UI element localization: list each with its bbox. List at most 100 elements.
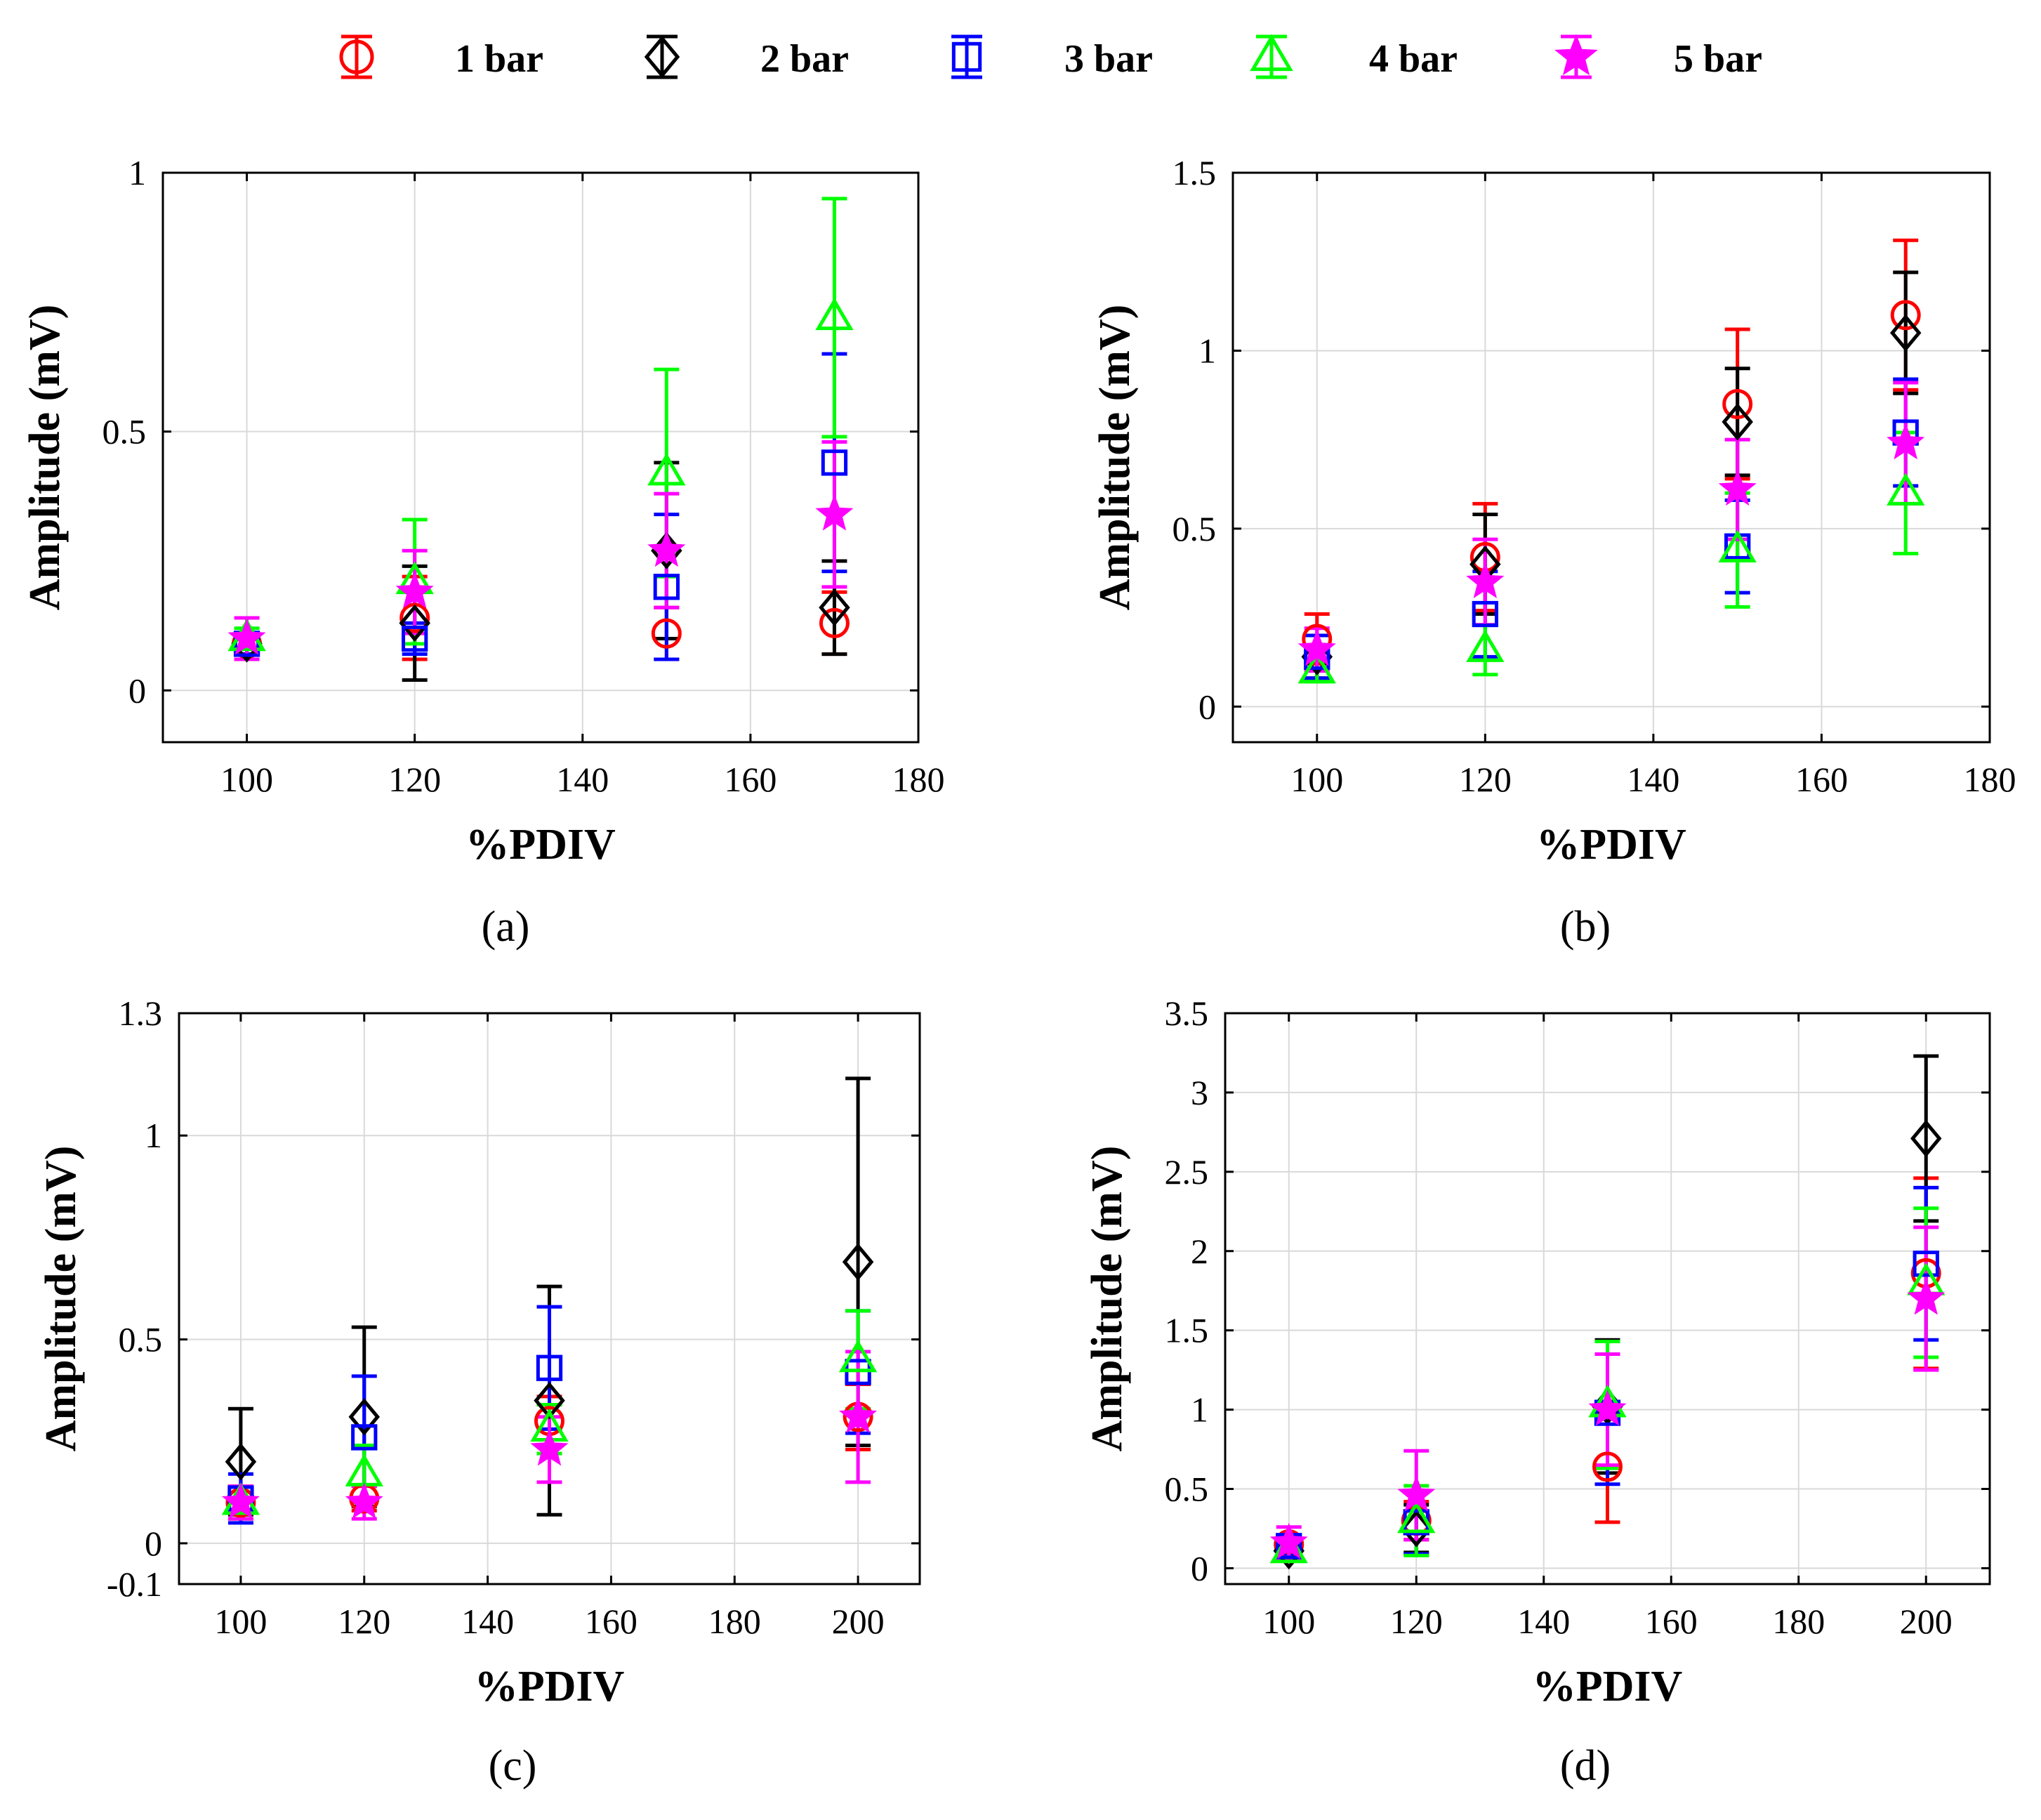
x-tick-label: 160 xyxy=(724,760,777,799)
data-point xyxy=(221,1482,260,1519)
data-point xyxy=(653,574,680,600)
data-point xyxy=(842,1243,874,1281)
data-point xyxy=(651,618,682,649)
data-point xyxy=(821,449,848,476)
y-tick-label: 0 xyxy=(128,671,146,710)
y-tick-label: 0 xyxy=(145,1524,162,1563)
y-tick-label: 0.5 xyxy=(1165,1470,1209,1509)
x-tick-label: 160 xyxy=(585,1602,638,1641)
x-tick-label: 140 xyxy=(556,760,609,799)
data-point xyxy=(1397,1500,1436,1534)
legend-marker-3-bar xyxy=(951,41,982,72)
data-point xyxy=(647,530,686,567)
data-point xyxy=(227,619,266,655)
x-axis-label: %PDIV xyxy=(475,1663,625,1710)
markers-5-bar xyxy=(1297,423,1925,666)
y-tick-label: -0.1 xyxy=(107,1564,162,1604)
x-tick-label: 180 xyxy=(1772,1602,1825,1641)
x-tick-label: 140 xyxy=(1517,1602,1570,1641)
y-tick-label: 1 xyxy=(128,153,146,192)
y-tick-label: 1.3 xyxy=(119,994,163,1033)
x-tick-label: 100 xyxy=(214,1602,267,1641)
y-tick-label: 1.5 xyxy=(1165,1311,1209,1350)
data-point xyxy=(1592,1451,1623,1482)
data-point xyxy=(1718,529,1757,562)
data-point xyxy=(395,572,434,609)
x-tick-label: 100 xyxy=(1290,760,1343,799)
data-point xyxy=(1297,650,1336,684)
axes-frame xyxy=(161,171,920,744)
y-tick-label: 3.5 xyxy=(1165,994,1209,1033)
data-point xyxy=(1472,600,1498,628)
y-axis-label: Amplitude (mV) xyxy=(21,305,69,611)
data-point xyxy=(399,604,430,642)
data-point xyxy=(1397,1475,1436,1512)
data-point xyxy=(1718,469,1757,506)
plot-area xyxy=(1233,173,1990,742)
data-point xyxy=(1466,629,1505,662)
data-point xyxy=(348,1398,381,1436)
data-point xyxy=(530,1429,569,1466)
data-point xyxy=(345,1482,383,1519)
x-tick-label: 180 xyxy=(708,1602,761,1641)
data-point xyxy=(351,1424,378,1451)
panel-label: (c) xyxy=(489,1742,537,1790)
x-axis-label: %PDIV xyxy=(1533,1663,1683,1710)
x-tick-label: 180 xyxy=(892,760,945,799)
y-tick-label: 1 xyxy=(1198,331,1216,370)
y-tick-label: 3 xyxy=(1191,1073,1208,1112)
legend-label-5-bar: 5 bar xyxy=(1674,37,1762,81)
data-point xyxy=(819,588,850,627)
y-tick-label: 0.5 xyxy=(103,412,147,451)
data-point xyxy=(1890,300,1921,331)
markers-2-bar xyxy=(225,1243,874,1481)
legend-label-1-bar: 1 bar xyxy=(455,37,543,81)
x-tick-label: 180 xyxy=(1964,760,2016,799)
panel-label: (a) xyxy=(482,903,530,951)
data-point xyxy=(1889,314,1922,352)
data-point xyxy=(1400,1510,1432,1548)
y-tick-label: 2.5 xyxy=(1165,1152,1209,1192)
x-tick-label: 120 xyxy=(388,760,441,799)
legend-marker-2-bar xyxy=(644,35,680,79)
x-axis-label: %PDIV xyxy=(1536,821,1686,869)
data-point xyxy=(838,1339,878,1373)
chart-panel-2: 100 120 140 160 180 0 0.5 1 1.5 %PDIV Amplitude (m… xyxy=(1091,153,2016,951)
data-point xyxy=(647,452,686,486)
legend-marker-5-bar xyxy=(1554,34,1598,76)
data-point xyxy=(1466,562,1505,598)
y-axis-label: Amplitude (mV) xyxy=(1091,305,1139,611)
y-tick-label: 0.5 xyxy=(1173,509,1217,548)
x-tick-label: 140 xyxy=(1627,760,1679,799)
markers-5-bar xyxy=(1269,1279,1946,1559)
legend-label-3-bar: 3 bar xyxy=(1064,37,1153,81)
legend-marker-4-bar xyxy=(1250,34,1293,72)
data-point xyxy=(536,1354,563,1381)
x-tick-label: 140 xyxy=(461,1602,514,1641)
data-point xyxy=(1907,1279,1946,1315)
data-point xyxy=(819,607,850,638)
data-point xyxy=(1722,388,1753,419)
chart-panel-4: 100 120 140 160 180 200 0 0.5 1 1.5 2 2.5 3 3.5 %PDIV A… xyxy=(1083,994,1991,1790)
data-point xyxy=(402,625,428,652)
y-axis-label: Amplitude (mV) xyxy=(37,1146,85,1452)
legend-label-4-bar: 4 bar xyxy=(1369,37,1458,81)
data-point xyxy=(1887,423,1925,460)
y-tick-label: 0 xyxy=(1191,1548,1208,1588)
x-axis-label: %PDIV xyxy=(465,821,616,869)
data-point xyxy=(1269,1522,1308,1559)
chart-panel-3: 100 120 140 160 180 200 -0.10 0.5 1 1.3 %PDIV Ampli… xyxy=(37,994,921,1790)
axes-frame xyxy=(178,1012,921,1585)
data-point xyxy=(1273,1531,1305,1570)
x-tick-label: 120 xyxy=(338,1602,390,1641)
data-point xyxy=(1297,629,1336,666)
error-bar xyxy=(821,197,847,439)
data-point xyxy=(1887,473,1925,506)
markers-4-bar xyxy=(1297,473,1925,684)
data-point xyxy=(1588,1390,1627,1426)
legend-errorbar-1-bar xyxy=(341,34,372,79)
legend: 1 bar 2 bar 3 bar 4 bar 5 bar xyxy=(339,34,1762,81)
y-axis-label: Amplitude (mV) xyxy=(1083,1146,1131,1452)
y-tick-label: 0 xyxy=(1198,687,1216,726)
